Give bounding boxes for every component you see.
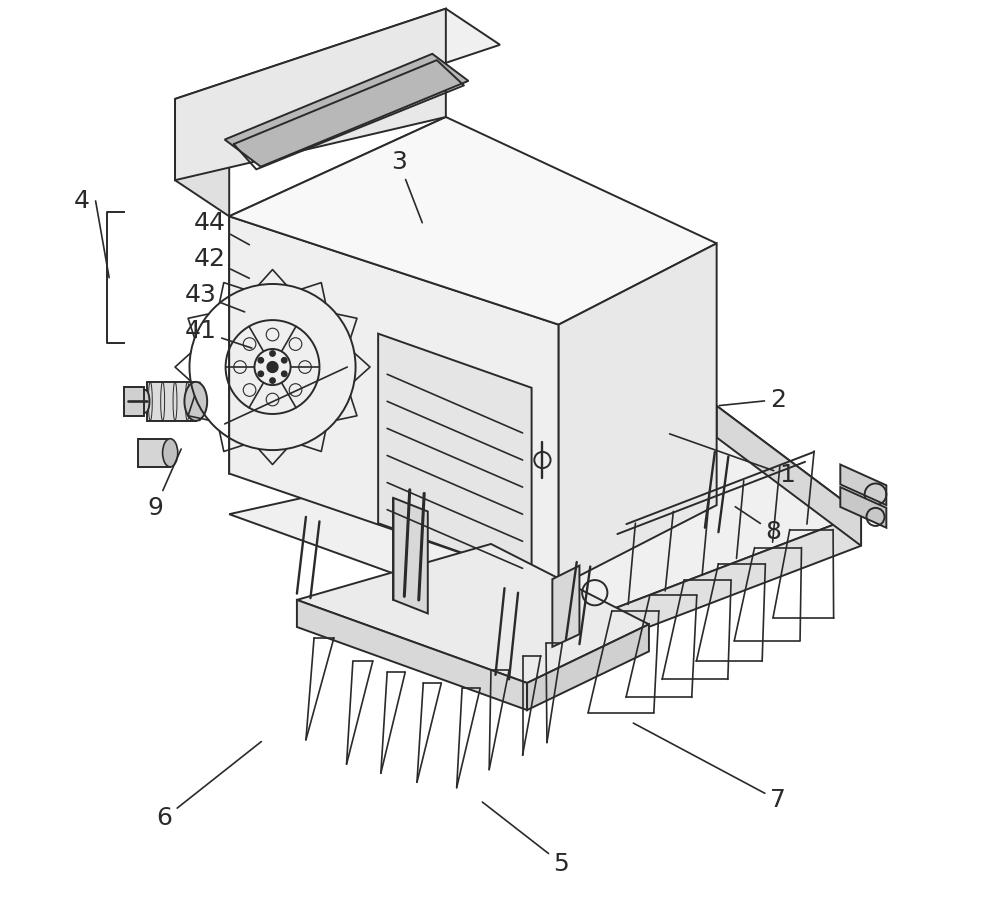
Ellipse shape [163, 439, 178, 466]
Polygon shape [229, 117, 717, 324]
Polygon shape [147, 382, 196, 421]
Polygon shape [378, 333, 532, 578]
Polygon shape [229, 406, 861, 631]
Text: 8: 8 [735, 507, 782, 544]
Text: 41: 41 [184, 319, 252, 348]
Circle shape [282, 357, 287, 363]
Text: 42: 42 [193, 247, 249, 278]
Polygon shape [138, 439, 170, 466]
Polygon shape [527, 624, 649, 710]
Polygon shape [840, 465, 886, 505]
Circle shape [258, 357, 264, 363]
Text: 43: 43 [184, 282, 245, 312]
Text: 1: 1 [670, 434, 795, 487]
Polygon shape [229, 117, 446, 474]
Polygon shape [175, 99, 229, 216]
Polygon shape [124, 386, 144, 416]
Text: 44: 44 [193, 210, 249, 245]
Polygon shape [717, 406, 861, 546]
Text: 5: 5 [482, 802, 569, 875]
Circle shape [258, 371, 264, 376]
Polygon shape [559, 243, 717, 587]
Polygon shape [175, 9, 446, 180]
Polygon shape [840, 487, 886, 527]
Polygon shape [554, 514, 861, 663]
Polygon shape [297, 544, 649, 683]
Circle shape [267, 362, 278, 373]
Text: 7: 7 [633, 723, 786, 813]
Polygon shape [229, 216, 559, 587]
Polygon shape [552, 566, 579, 647]
Text: 9: 9 [147, 449, 181, 520]
Ellipse shape [141, 390, 149, 413]
Ellipse shape [184, 382, 207, 421]
Polygon shape [225, 54, 468, 167]
Text: 4: 4 [74, 189, 90, 213]
Circle shape [270, 378, 275, 384]
Text: 3: 3 [391, 150, 422, 222]
Text: 2: 2 [719, 387, 786, 412]
Text: 6: 6 [156, 742, 261, 830]
Polygon shape [393, 498, 428, 613]
Polygon shape [297, 600, 527, 710]
Circle shape [282, 371, 287, 376]
Polygon shape [175, 9, 500, 135]
Circle shape [270, 351, 275, 356]
